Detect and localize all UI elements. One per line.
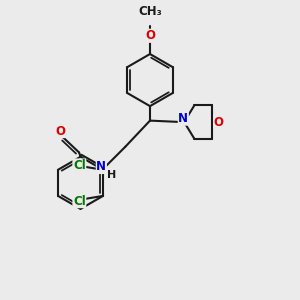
Text: N: N: [178, 112, 188, 125]
Text: Cl: Cl: [73, 159, 86, 172]
Text: N: N: [96, 160, 106, 173]
Text: Cl: Cl: [73, 195, 86, 208]
Text: O: O: [145, 29, 155, 42]
Text: O: O: [55, 124, 65, 137]
Text: CH₃: CH₃: [138, 5, 162, 18]
Text: H: H: [107, 170, 116, 180]
Text: O: O: [214, 116, 224, 129]
